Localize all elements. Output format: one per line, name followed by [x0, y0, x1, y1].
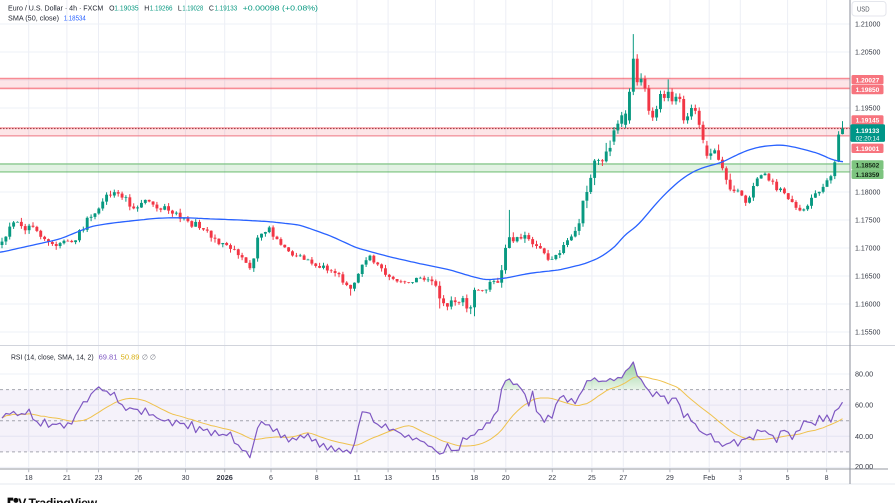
svg-text:3: 3	[738, 475, 742, 482]
svg-text:1.20500: 1.20500	[855, 50, 880, 57]
svg-text:22: 22	[548, 475, 556, 482]
svg-text:18: 18	[470, 475, 478, 482]
svg-text:TradingView: TradingView	[29, 496, 98, 503]
svg-text:USD: USD	[857, 6, 870, 13]
svg-text:1.19266: 1.19266	[150, 5, 173, 12]
svg-text:1.17500: 1.17500	[855, 218, 880, 225]
svg-text:1.16000: 1.16000	[855, 302, 880, 309]
svg-text:L: L	[178, 5, 182, 12]
svg-text:1.19028: 1.19028	[182, 5, 203, 12]
svg-text:1.18000: 1.18000	[855, 190, 880, 197]
svg-text:1.16500: 1.16500	[855, 274, 880, 281]
svg-text:2026: 2026	[217, 475, 233, 482]
svg-text:20.00: 20.00	[855, 464, 873, 471]
svg-text:1.20027: 1.20027	[856, 77, 880, 84]
svg-text:Euro / U.S. Dollar · 4h · FXCM: Euro / U.S. Dollar · 4h · FXCM	[8, 5, 104, 12]
svg-text:RSI (14, close, SMA, 14, 2): RSI (14, close, SMA, 14, 2)	[11, 354, 94, 361]
svg-text:40.00: 40.00	[855, 434, 873, 441]
svg-text:29: 29	[666, 475, 674, 482]
svg-text:∅: ∅	[150, 354, 156, 361]
svg-text:+0.00098 (+0.08%): +0.00098 (+0.08%)	[243, 5, 318, 12]
svg-text:1.19133: 1.19133	[215, 5, 238, 12]
svg-text:5: 5	[786, 475, 790, 482]
svg-text:30: 30	[182, 475, 190, 482]
svg-text:1.18502: 1.18502	[856, 163, 880, 170]
svg-text:1.19035: 1.19035	[114, 5, 138, 12]
svg-text:H: H	[144, 5, 149, 12]
svg-text:8: 8	[315, 475, 319, 482]
svg-text:27: 27	[619, 475, 627, 482]
svg-text:Feb: Feb	[703, 475, 715, 482]
svg-text:1.15500: 1.15500	[855, 330, 880, 337]
svg-text:∅: ∅	[142, 354, 148, 361]
svg-text:6: 6	[269, 475, 273, 482]
svg-text:15: 15	[432, 475, 440, 482]
svg-text:13: 13	[384, 475, 392, 482]
svg-text:O: O	[109, 5, 115, 12]
svg-text:1.18359: 1.18359	[856, 172, 880, 179]
svg-text:1.19145: 1.19145	[856, 118, 880, 125]
svg-text:1.19001: 1.19001	[856, 146, 880, 153]
svg-text:1.19133: 1.19133	[856, 128, 880, 135]
svg-text:21: 21	[63, 475, 71, 482]
svg-text:02:20:14: 02:20:14	[856, 135, 880, 142]
svg-text:8: 8	[825, 475, 829, 482]
svg-text:1.21000: 1.21000	[855, 22, 880, 29]
svg-text:1.17000: 1.17000	[855, 246, 880, 253]
svg-text:20: 20	[502, 475, 510, 482]
svg-text:50.89: 50.89	[121, 354, 140, 361]
svg-text:25: 25	[588, 475, 596, 482]
svg-text:26: 26	[134, 475, 142, 482]
svg-text:1.18534: 1.18534	[64, 15, 86, 22]
svg-text:80.00: 80.00	[855, 372, 873, 379]
svg-text:18: 18	[25, 475, 33, 482]
svg-text:C: C	[209, 5, 214, 12]
svg-text:69.81: 69.81	[99, 354, 118, 361]
svg-text:11: 11	[353, 475, 360, 482]
svg-text:60.00: 60.00	[855, 403, 873, 410]
svg-text:23: 23	[95, 475, 103, 482]
svg-text:1.19850: 1.19850	[856, 87, 880, 94]
svg-text:1.19500: 1.19500	[855, 106, 880, 113]
svg-text:V: V	[18, 496, 27, 503]
svg-text:SMA (50, close): SMA (50, close)	[8, 15, 59, 22]
